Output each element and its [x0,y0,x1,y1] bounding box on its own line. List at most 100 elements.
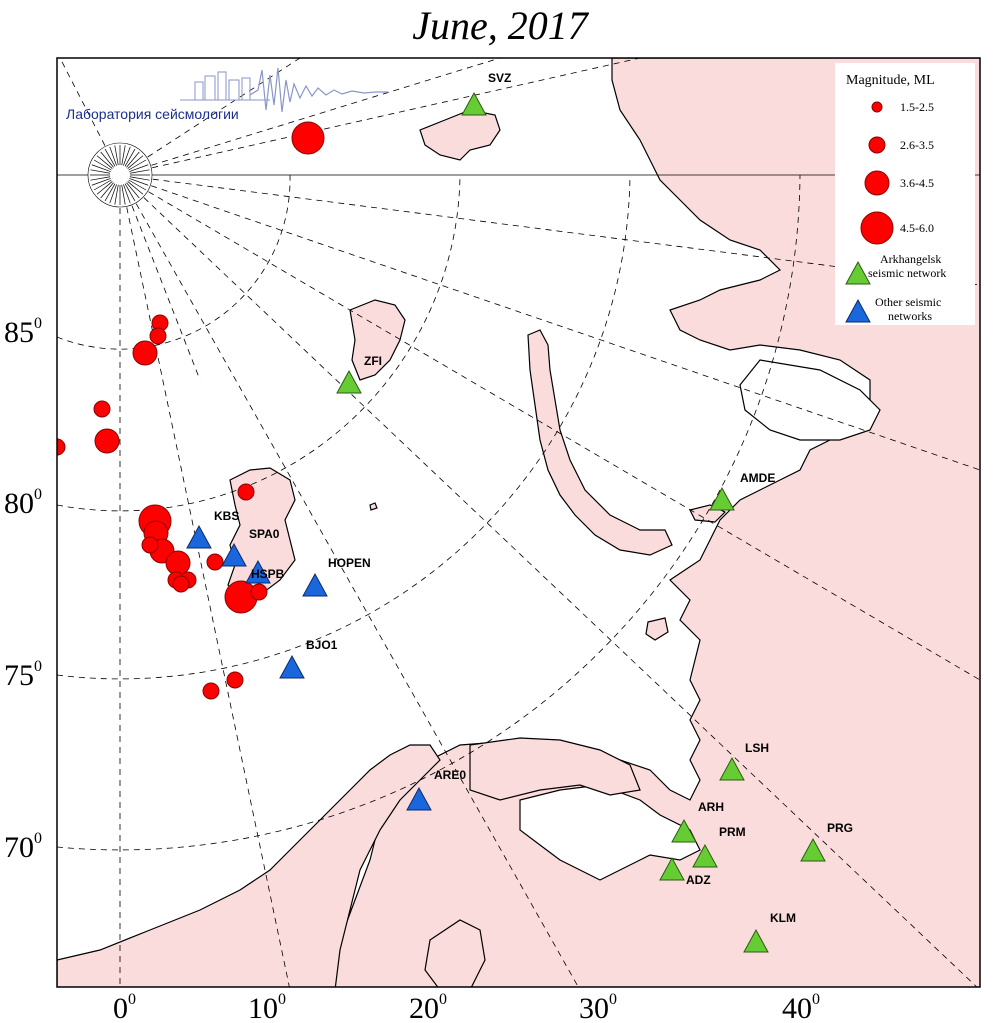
station-label: ADZ [686,873,711,887]
station-arh: ARH [671,800,724,843]
station-klm: KLM [743,911,796,953]
station-hspb: HSPB [245,559,285,584]
legend-circle-2 [868,136,886,154]
kolguev-island [645,617,669,641]
station-lsh: LSH [719,741,769,781]
seismic-event [93,400,111,418]
station-label: LSH [745,741,769,755]
station-triangle-icon [743,928,769,953]
station-label: BJO1 [306,638,338,652]
station-triangle-icon [221,542,247,567]
pechora-bay [739,359,881,441]
lab-logo: Лаборатория сейсмологии [66,67,388,122]
legend-circle-3 [864,170,890,196]
station-triangle-icon [692,843,718,868]
legend-arkhangelsk-line1: Arkhangelsk [880,252,941,266]
stations-layer: SVZ ZFI AMDE KBS SPA0 HSPB HOPEN BJO1 ARE0 LSH ARH… [186,71,853,953]
seismic-event [206,553,224,571]
station-kbs: KBS [186,509,239,549]
southern-ice-island [424,919,486,987]
seismic-event [237,483,255,501]
station-prm: PRM [692,825,746,868]
station-triangle-icon [461,91,487,116]
lat-label-75: 750 [4,658,42,692]
station-bjo1: BJO1 [279,638,338,679]
station-spa0: SPA0 [221,527,280,567]
station-label: SPA0 [249,527,280,541]
station-triangle-icon [336,369,362,394]
seismic-event [132,340,158,366]
legend-circle-1 [871,101,883,113]
lon-label-10: 100 [248,991,286,1023]
station-are0: ARE0 [406,768,466,811]
legend-triangle-arkhangelsk [845,260,871,285]
station-triangle-icon [406,786,432,811]
legend-circle-4 [860,211,894,245]
station-label: KLM [770,911,796,925]
station-triangle-icon [800,837,826,862]
station-triangle-icon [245,559,271,584]
events-layer [57,121,325,700]
logo-text: Лаборатория сейсмологии [66,106,239,122]
lon-label-20: 200 [409,991,447,1023]
station-label: SVZ [488,71,511,85]
station-svz: SVZ [461,71,511,116]
seismic-event [291,121,325,155]
seismic-event [165,550,191,576]
kola-peninsula [469,737,641,801]
station-triangle-icon [709,486,735,511]
station-adz: ADZ [659,856,711,887]
station-label: ARH [698,800,724,814]
seismic-event [141,536,159,554]
severnaya-zemlya [419,109,501,161]
scandinavia [57,744,441,987]
station-label: HOPEN [328,556,371,570]
seismic-event [202,682,220,700]
station-label: AMDE [740,471,775,485]
legend-class-1: 1.5-2.5 [900,100,934,114]
lon-label-40: 400 [782,991,820,1023]
seismic-event [57,438,66,456]
logo-seismogram-icon [249,67,388,113]
station-label: PRG [827,821,853,835]
station-hopen: HOPEN [302,556,371,597]
legend-other-line2: networks [888,309,932,323]
longitude-labels: 00 100 200 300 400 [113,991,820,1023]
station-triangle-icon [671,818,697,843]
logo-skyline-icon [180,71,270,101]
lat-label-70: 700 [4,830,42,864]
seismic-event [226,671,244,689]
station-label: ZFI [364,354,382,368]
novaya-zemlya [527,329,673,556]
legend-other-line1: Other seismic [875,295,941,309]
station-label: KBS [214,509,239,523]
station-triangle-icon [302,572,328,597]
legend-class-3: 3.6-4.5 [900,176,934,190]
station-triangle-icon [279,654,305,679]
station-label: PRM [719,825,746,839]
legend-triangle-other [845,298,871,323]
seismic-event [149,327,167,345]
legend: Magnitude, ML 1.5-2.5 2.6-3.5 3.6-4.5 4.… [835,63,975,325]
bear-island [369,502,378,511]
lat-label-80: 800 [4,486,42,520]
map-frame [56,57,981,988]
pole-marker [87,142,153,208]
station-amde: AMDE [709,471,775,511]
map-title: June, 2017 [412,3,588,48]
seismic-event [250,583,268,601]
lon-label-30: 300 [579,991,617,1023]
franz-josef-land [349,299,406,381]
seismic-event [94,428,120,454]
station-zfi: ZFI [336,354,382,394]
station-triangle-icon [186,524,212,549]
land-layer [57,58,980,987]
legend-class-4: 4.5-6.0 [900,221,934,235]
station-prg: PRG [800,821,853,862]
legend-title: Magnitude, ML [846,73,935,88]
lon-label-0: 00 [113,991,136,1023]
legend-arkhangelsk-line2: seismic network [868,266,946,280]
latitude-labels: 850 800 750 700 [4,315,42,864]
station-label: HSPB [251,567,285,581]
